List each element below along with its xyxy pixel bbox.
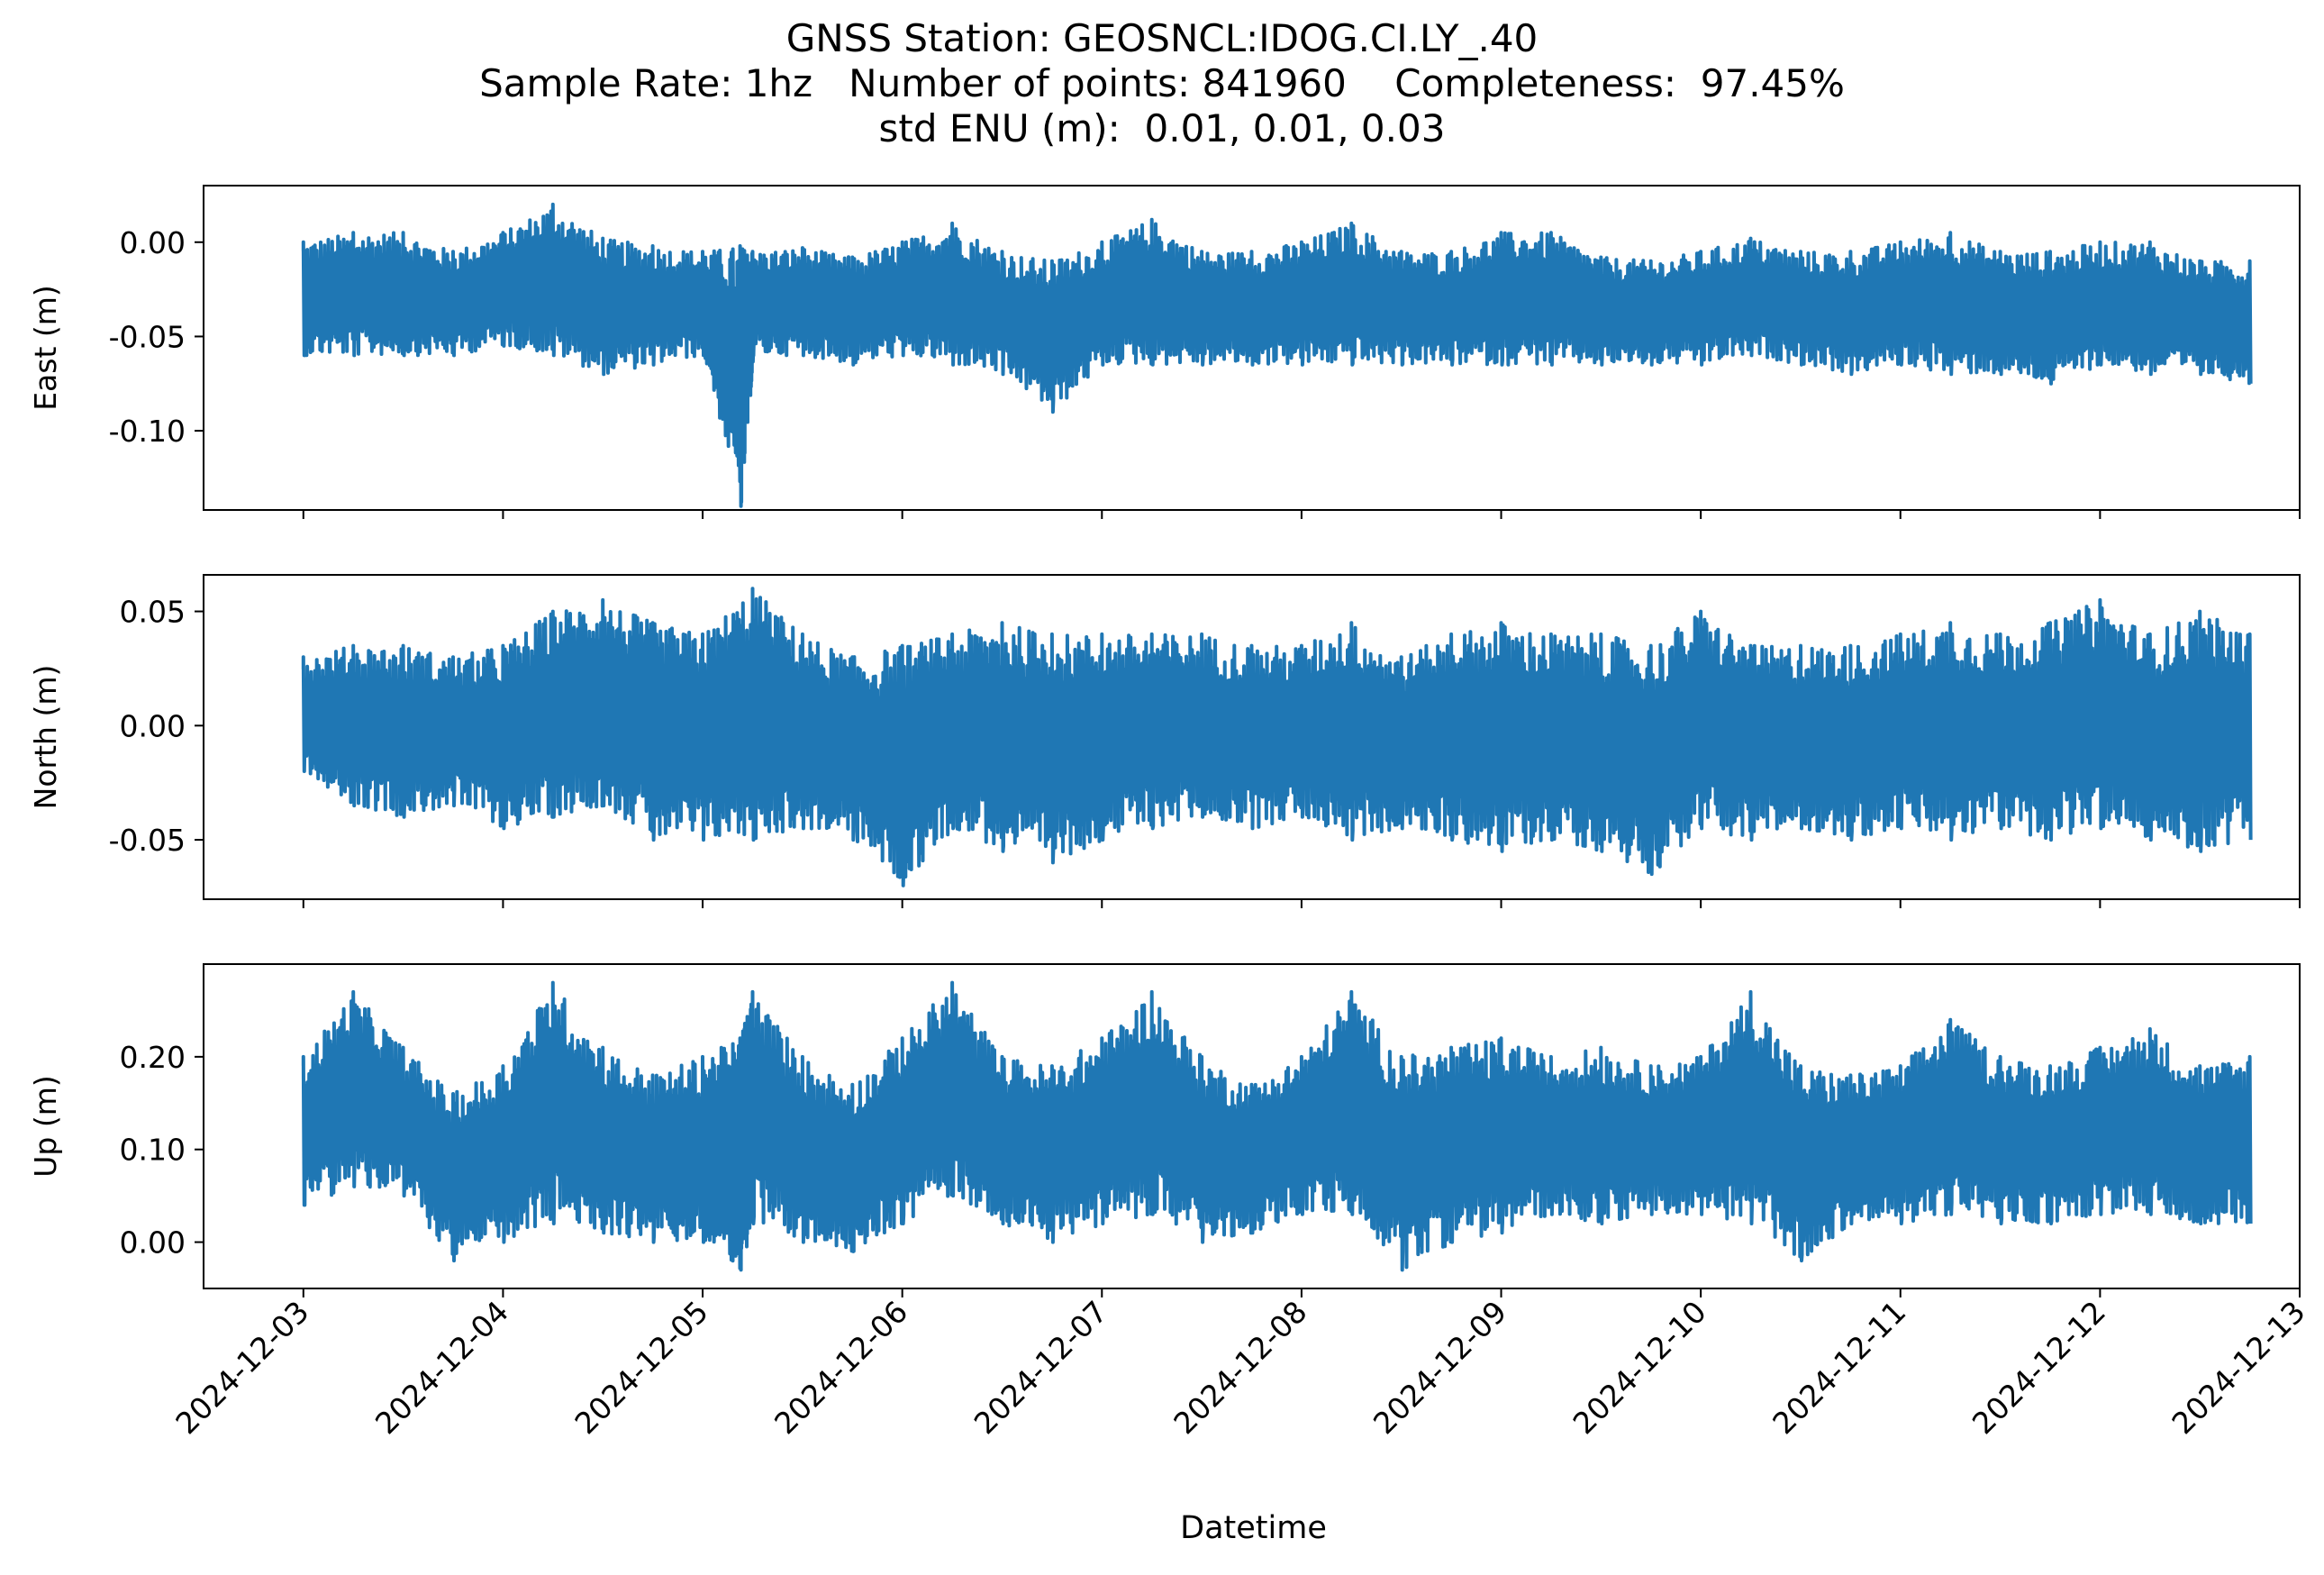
up-y-tick-label: 0.20 [120, 1040, 186, 1075]
up-y-tick-label: 0.10 [120, 1133, 186, 1168]
up-panel: 0.20 0.10 0.00 Up (m) [28, 963, 2301, 1297]
x-tick-label: 2024-12-12 [1965, 1294, 2112, 1441]
east-series-line [301, 202, 2253, 508]
x-tick-label: 2024-12-03 [168, 1294, 315, 1441]
up-series-line [301, 980, 2253, 1272]
x-tick-label: 2024-12-11 [1766, 1294, 1912, 1441]
east-y-tick-label: -0.05 [109, 319, 186, 354]
north-y-axis-label: North (m) [28, 665, 63, 810]
chart-title: GNSS Station: GEOSNCL:IDOG.CI.LY_.40 [785, 16, 1539, 60]
north-panel: 0.05 0.00 -0.05 North (m) [28, 574, 2301, 908]
up-axes-frame [203, 963, 2301, 1289]
east-y-axis-label: East (m) [28, 285, 63, 411]
x-axis: 2024-12-03 2024-12-04 2024-12-05 2024-12-06… [168, 1294, 2311, 1546]
north-series-line [301, 587, 2253, 888]
up-y-axis-label: Up (m) [28, 1075, 63, 1178]
x-tick-label: 2024-12-13 [2165, 1294, 2311, 1441]
chart-subtitle-std: std ENU (m): 0.01, 0.01, 0.03 [878, 106, 1446, 150]
x-tick-label: 2024-12-09 [1366, 1294, 1513, 1441]
north-y-tick-label: 0.00 [120, 708, 186, 743]
chart-subtitle-sampling: Sample Rate: 1hz Number of points: 84196… [479, 61, 1845, 105]
east-y-tick-label: -0.10 [109, 414, 186, 449]
up-y-tick-label: 0.00 [120, 1225, 186, 1261]
x-axis-label: Datetime [1180, 1510, 1327, 1546]
x-tick-label: 2024-12-07 [967, 1294, 1114, 1441]
x-tick-label: 2024-12-06 [767, 1294, 914, 1441]
east-panel: 0.00 -0.05 -0.10 East (m) [28, 185, 2301, 519]
east-y-tick-label: 0.00 [120, 225, 186, 260]
x-tick-label: 2024-12-04 [368, 1294, 515, 1441]
north-y-tick-label: 0.05 [120, 595, 186, 630]
x-tick-label: 2024-12-10 [1566, 1294, 1713, 1441]
x-tick-label: 2024-12-05 [568, 1294, 715, 1441]
north-y-tick-label: -0.05 [109, 823, 186, 858]
x-tick-label: 2024-12-08 [1167, 1294, 1313, 1441]
north-axes-frame [203, 574, 2301, 900]
chart-title-block: GNSS Station: GEOSNCL:IDOG.CI.LY_.40 Sam… [0, 16, 2324, 151]
east-axes-frame [203, 185, 2301, 511]
